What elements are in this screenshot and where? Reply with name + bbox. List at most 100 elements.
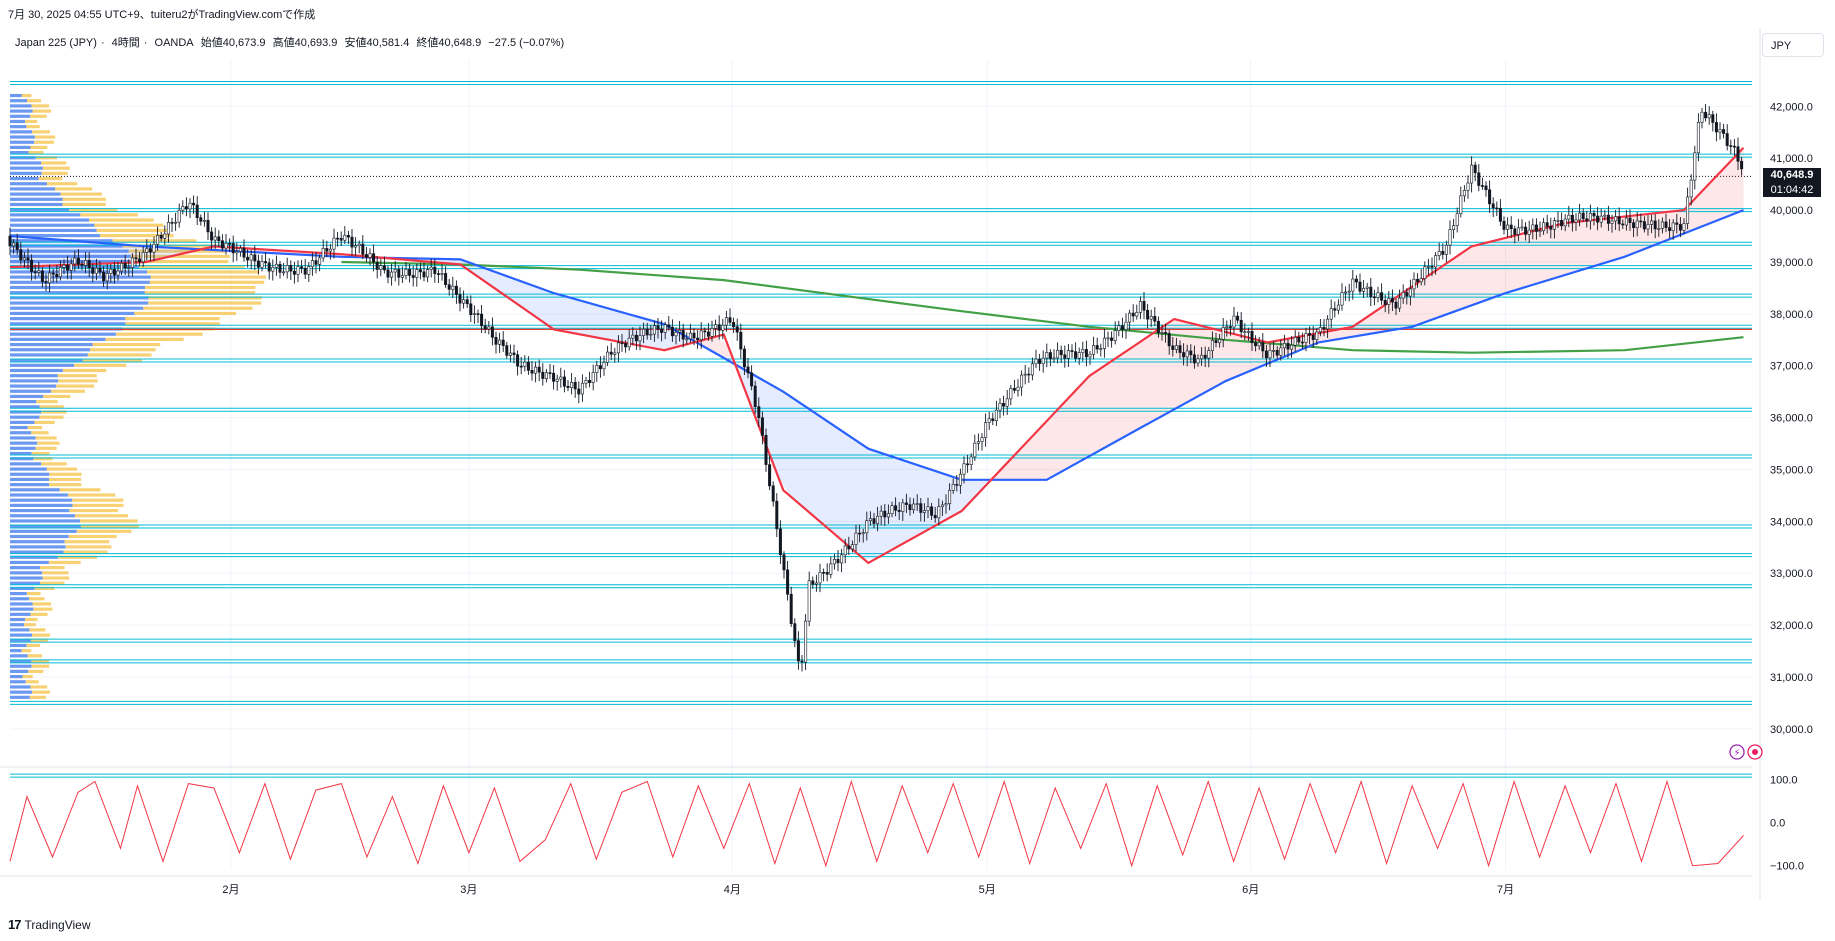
interval-label[interactable]: 4時間 [111, 37, 140, 49]
candle-body [832, 559, 836, 565]
candle-body [397, 269, 401, 278]
price-tick-label: 38,000.0 [1770, 309, 1813, 321]
candle-body [1228, 326, 1232, 328]
volume-profile-bar-up [10, 514, 75, 518]
oscillator-axis: 100.0 0.0 −100.0 [1770, 774, 1804, 872]
price-axis[interactable]: 42,000.0 41,000.0 40,000.0 39,000.0 38,000.0… [1759, 28, 1813, 900]
candle-body [1124, 321, 1128, 330]
candle-body [537, 366, 541, 373]
bar-countdown: 01:04:42 [1763, 183, 1821, 197]
candle-body [37, 270, 41, 273]
volume-profile-bar-up [10, 145, 31, 150]
volume-profile-bar-down [31, 431, 49, 435]
candle-body [1398, 297, 1402, 309]
candle-body [1678, 224, 1682, 231]
ma-fill-segment [604, 307, 617, 342]
volume-profile-bar-down [25, 680, 39, 684]
time-axis[interactable]: 2月 3月 4月 5月 6月 7月 [0, 875, 1752, 896]
candle-body [1016, 386, 1020, 391]
volume-profile-bar-down [38, 176, 63, 181]
sep: · [100, 37, 105, 49]
candle-body [1509, 224, 1513, 230]
volume-profile-bar-up [10, 498, 73, 502]
grid-lines [10, 60, 1752, 870]
volume-profile-bar-down [134, 311, 237, 316]
volume-profile-bar-up [10, 161, 41, 165]
flash-icon[interactable] [1729, 744, 1745, 760]
event-markers[interactable]: ⚡ [1729, 744, 1763, 760]
ma-fill-segment [703, 336, 716, 354]
volume-profile-bar-up [10, 680, 26, 684]
candle-body [966, 463, 970, 466]
currency-selector[interactable]: JPY [1762, 33, 1824, 57]
candle-body [1020, 374, 1024, 388]
volume-profile-bar-down [65, 545, 112, 549]
volume-profile-bar-up [10, 368, 63, 373]
volume-profile-bar-up [10, 623, 25, 627]
ma-fill-segment [517, 280, 531, 313]
volume-profile-bar-down [22, 674, 33, 679]
candle-body [721, 324, 725, 331]
volume-profile-bar-down [57, 555, 98, 559]
candle-body [523, 361, 527, 367]
candle-body [1160, 332, 1164, 334]
volume-profile-bar-down [27, 654, 43, 658]
candle-body [354, 245, 358, 248]
candle-body [55, 273, 59, 278]
volume-profile-bar-down [30, 114, 47, 118]
candle-body [562, 376, 566, 387]
candle-body [994, 409, 998, 422]
candle-body [368, 253, 372, 258]
oscillator-tick-label: 100.0 [1770, 774, 1798, 786]
candle-body [1498, 208, 1502, 222]
candle-body [382, 265, 386, 271]
volume-profile-bar-up [10, 363, 74, 367]
candle-body [1383, 299, 1387, 305]
candle-body [188, 202, 192, 210]
volume-profile-bar-down [35, 446, 57, 450]
candle-body [1563, 218, 1567, 227]
volume-profile-bar-up [10, 337, 106, 341]
candle-body [760, 417, 764, 436]
volume-profile-bar-down [149, 280, 265, 284]
candle-body [300, 266, 304, 269]
symbol-name[interactable]: Japan 225 (JPY) [15, 37, 97, 49]
candle-body [62, 264, 66, 268]
ma-fill-segment [579, 300, 592, 337]
candle-body [915, 503, 919, 505]
candle-body [1030, 363, 1034, 376]
candle-body [1412, 278, 1416, 290]
candle-body [714, 324, 718, 329]
candle-body [490, 326, 494, 338]
candlesticks [8, 103, 1744, 672]
ma-fill-segment [1161, 319, 1174, 417]
volume-profile-bar-up [10, 99, 28, 103]
volume-profile-bar-down [49, 483, 82, 487]
volume-profile-bar-down [34, 586, 55, 590]
candle-body [1095, 345, 1099, 350]
candle-body [1574, 219, 1578, 223]
candle-body [318, 257, 322, 265]
candle-body [645, 328, 649, 336]
candle-body [91, 267, 95, 274]
volume-profile-bar-down [31, 664, 50, 668]
candle-body [1185, 350, 1189, 358]
candle-body [166, 222, 170, 235]
candle-body [109, 268, 113, 274]
candle-body [753, 385, 757, 407]
volume-profile-bar-up [10, 508, 70, 513]
ma-fill-segment [1582, 219, 1595, 270]
candle-body [1286, 342, 1290, 350]
ma-fill-segment [59, 239, 72, 266]
volume-profile-bar-down [30, 612, 48, 616]
volume-profile-bar-down [26, 591, 41, 596]
candle-body [1390, 298, 1394, 303]
volume-profile-bar-down [56, 384, 95, 388]
candle-body [328, 248, 332, 252]
horizontal-levels[interactable] [10, 80, 1752, 778]
candle-body [1704, 111, 1708, 119]
candle-body [483, 325, 487, 330]
candle-body [314, 260, 318, 265]
candle-body [1585, 218, 1589, 222]
